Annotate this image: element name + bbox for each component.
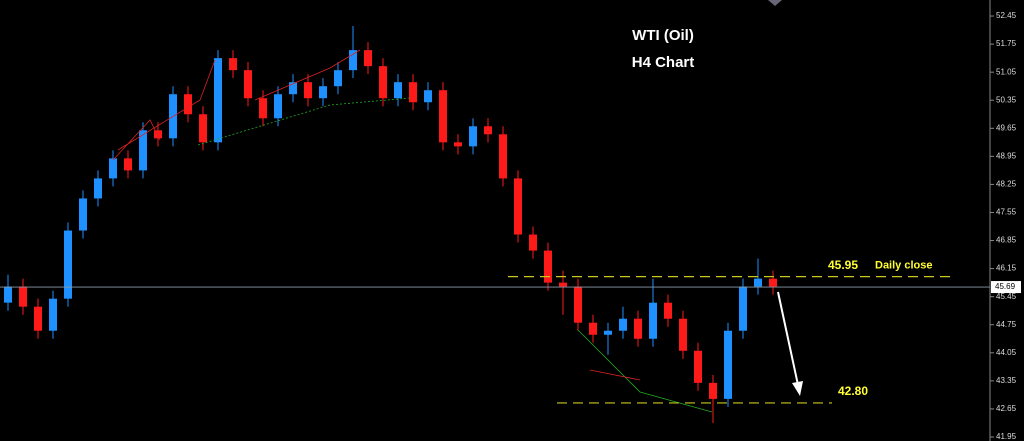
candle-body: [769, 278, 777, 287]
y-tick-label: 44.05: [996, 348, 1017, 357]
y-tick-label: 48.25: [996, 180, 1017, 189]
candle-body: [154, 130, 162, 139]
y-tick-label: 45.45: [996, 292, 1017, 301]
candle-body: [199, 114, 207, 143]
y-tick-label: 41.95: [996, 432, 1017, 441]
y-tick-label: 44.75: [996, 320, 1017, 329]
candle-body: [724, 330, 732, 399]
candle-body: [94, 178, 102, 199]
candle-body: [229, 58, 237, 71]
candle-body: [649, 302, 657, 339]
candle-body: [304, 82, 312, 99]
y-tick-label: 49.65: [996, 123, 1017, 132]
candle-body: [109, 158, 117, 179]
candle-body: [469, 126, 477, 147]
level-label: 45.95: [828, 258, 858, 272]
y-tick-label: 48.95: [996, 151, 1017, 160]
candle-body: [634, 318, 642, 339]
trendline: [117, 59, 216, 151]
y-tick-label: 46.15: [996, 264, 1017, 273]
y-tick-label: 47.55: [996, 208, 1017, 217]
y-tick-label: 50.35: [996, 95, 1017, 104]
candle-body: [559, 282, 567, 287]
candle-body: [124, 158, 132, 171]
candle-body: [79, 198, 87, 231]
candle-body: [289, 82, 297, 95]
candle-body: [484, 126, 492, 135]
candle-body: [529, 234, 537, 251]
candle-body: [739, 286, 747, 331]
last-price-box: [991, 281, 1021, 294]
candle-body: [514, 178, 522, 235]
candle-body: [604, 330, 612, 335]
trendline: [197, 97, 411, 146]
level-note: Daily close: [875, 260, 932, 272]
candle-body: [754, 278, 762, 287]
chart-title: WTI (Oil): [632, 27, 694, 44]
candle-body: [4, 286, 12, 303]
candle-body: [364, 50, 372, 67]
candle-body: [694, 350, 702, 383]
candle-body: [49, 298, 57, 331]
candle-body: [424, 90, 432, 103]
candle-body: [244, 70, 252, 99]
scroll-marker: [768, 0, 782, 6]
y-tick-label: 51.05: [996, 67, 1017, 76]
candle-body: [319, 86, 327, 99]
chart-subtitle: H4 Chart: [632, 54, 695, 71]
candle-body: [589, 322, 597, 335]
level-label: 42.80: [838, 384, 868, 398]
candle-body: [409, 82, 417, 103]
y-tick-label: 52.45: [996, 11, 1017, 20]
candle-body: [19, 286, 27, 307]
candle-body: [139, 130, 147, 171]
candle-body: [349, 50, 357, 71]
candle-body: [184, 94, 192, 115]
trendline: [589, 369, 641, 381]
candle-body: [394, 82, 402, 99]
arrow-shaft: [777, 291, 799, 386]
arrow-head: [792, 381, 803, 396]
candle-body: [259, 98, 267, 119]
candle-body: [454, 142, 462, 147]
candle-body: [544, 250, 552, 283]
candle-body: [679, 318, 687, 351]
trendline: [254, 49, 361, 101]
y-tick-label: 46.85: [996, 236, 1017, 245]
candle-body: [214, 58, 222, 143]
candle-body: [274, 94, 282, 119]
candle-body: [64, 230, 72, 299]
candle-body: [334, 70, 342, 87]
candle-body: [709, 382, 717, 399]
trendlines: [112, 49, 713, 413]
last-price-label: 45.69: [995, 282, 1016, 291]
y-tick-label: 42.65: [996, 404, 1017, 413]
y-tick-label: 43.35: [996, 376, 1017, 385]
candle-body: [34, 306, 42, 331]
candle-body: [439, 90, 447, 143]
candle-body: [379, 66, 387, 99]
candle-body: [499, 134, 507, 179]
y-tick-label: 51.75: [996, 39, 1017, 48]
candle-body: [664, 302, 672, 319]
trendline: [577, 329, 713, 413]
candle-body: [619, 318, 627, 331]
trendline: [112, 119, 161, 161]
candle-body: [574, 286, 582, 323]
